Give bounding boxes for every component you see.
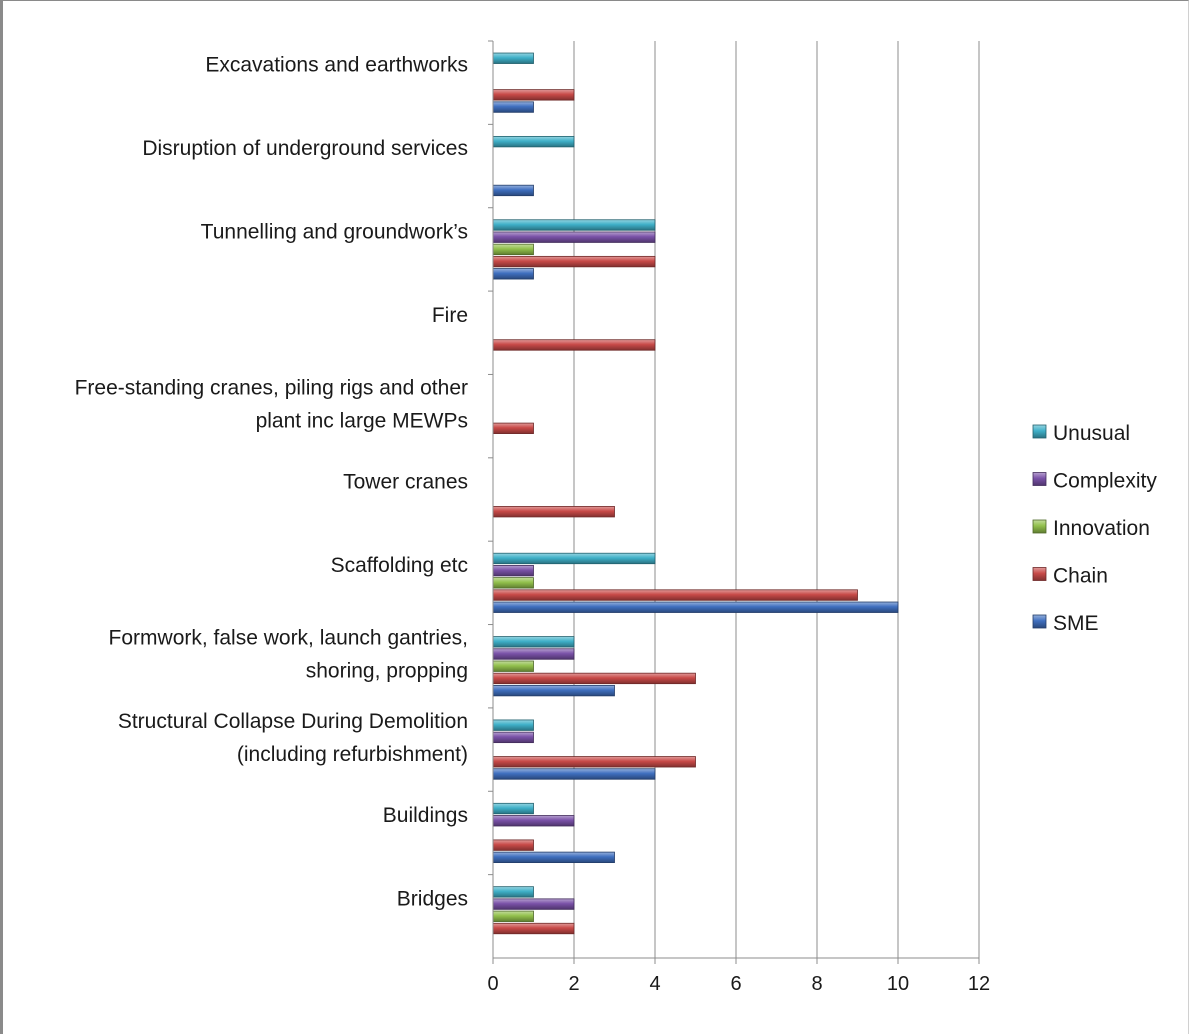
category-label-line: Fire: [432, 304, 468, 327]
category-label-line: Bridges: [397, 887, 468, 910]
bar-chart: Excavations and earthworks Disruption of …: [75, 40, 1157, 995]
legend-label-unusual: Unusual: [1053, 422, 1130, 445]
category-label-buildings: Buildings: [383, 804, 468, 827]
bar-complexity-tunnelling-and-groundwork-s: [492, 231, 656, 243]
bar-sme-disruption-of-underground-services: [492, 184, 534, 197]
category-label-line: plant inc large MEWPs: [256, 410, 468, 433]
category-label-line: (including refurbishment): [237, 743, 468, 766]
legend-swatch-chain: [1032, 567, 1047, 581]
x-tick-label-10: 10: [887, 973, 909, 995]
category-label-line: shoring, propping: [306, 660, 468, 683]
category-label-line: Buildings: [383, 804, 468, 827]
category-label-fire: Fire: [432, 304, 468, 327]
bar-innovation-formwork-false-work-launch-gantries-shoring-propping: [492, 660, 534, 672]
legend-swatch-sme: [1032, 614, 1047, 629]
axes: [488, 40, 980, 964]
bar-unusual-buildings: [492, 802, 534, 815]
bar-complexity-formwork-false-work-launch-gantries-shoring-propping: [492, 648, 575, 660]
bar-chain-tower-cranes: [492, 506, 615, 518]
bar-chain-fire: [492, 339, 656, 351]
bar-chain-bridges: [492, 922, 575, 935]
x-tick-label-12: 12: [968, 973, 990, 995]
category-label-formwork-false-work-launch-gantries-shoring-propping: Formwork, false work, launch gantries, sh…: [109, 627, 468, 683]
x-tick-labels: 0 2 4 6 8 10 12: [487, 973, 990, 995]
category-label-tower-cranes: Tower cranes: [343, 471, 468, 494]
legend-label-sme: SME: [1053, 612, 1099, 635]
legend-swatch-innovation: [1032, 519, 1047, 534]
legend-swatch-unusual: [1032, 424, 1047, 439]
bar-chain-scaffolding-etc: [492, 589, 858, 601]
bar-unusual-tunnelling-and-groundwork-s: [492, 219, 656, 231]
legend-swatch-complexity: [1032, 472, 1047, 486]
category-label-line: Excavations and earthworks: [205, 54, 468, 77]
legend: Unusual Complexity Innovation Chain SME: [1032, 422, 1157, 635]
x-tick-label-2: 2: [568, 973, 579, 995]
bar-sme-tunnelling-and-groundwork-s: [492, 268, 534, 280]
category-label-line: Scaffolding etc: [331, 554, 468, 577]
bar-unusual-excavations-and-earthworks: [492, 52, 534, 64]
category-label-line: Tunnelling and groundwork’s: [201, 220, 468, 243]
bar-innovation-scaffolding-etc: [492, 577, 534, 589]
category-label-disruption-of-underground-services: Disruption of underground services: [142, 137, 468, 160]
bar-chain-buildings: [492, 839, 534, 851]
x-tick-label-4: 4: [649, 973, 660, 995]
bar-sme-excavations-and-earthworks: [492, 101, 534, 113]
category-label-line: Tower cranes: [343, 471, 468, 494]
category-label-line: Structural Collapse During Demolition: [118, 710, 468, 733]
gridlines: [573, 41, 980, 958]
bar-unusual-scaffolding-etc: [492, 552, 656, 565]
bar-sme-structural-collapse-during-demolition-including-refurbishment: [492, 768, 656, 780]
category-label-line: Disruption of underground services: [142, 137, 468, 160]
category-label-scaffolding-etc: Scaffolding etc: [331, 554, 468, 577]
bar-innovation-tunnelling-and-groundwork-s: [492, 243, 534, 256]
bar-complexity-structural-collapse-during-demolition-including-refurbishment: [492, 731, 534, 744]
category-label-bridges: Bridges: [397, 887, 468, 910]
bar-sme-buildings: [492, 851, 615, 864]
bar-chain-free-standing-cranes-piling-rigs-and-other-plant-inc-large-mewps: [492, 422, 534, 434]
legend-label-complexity: Complexity: [1053, 470, 1157, 493]
legend-label-innovation: Innovation: [1053, 517, 1150, 540]
bar-chain-excavations-and-earthworks: [492, 89, 575, 101]
bar-complexity-scaffolding-etc: [492, 565, 534, 577]
bar-sme-formwork-false-work-launch-gantries-shoring-propping: [492, 684, 615, 697]
category-label-tunnelling-and-groundwork-s: Tunnelling and groundwork’s: [201, 220, 468, 243]
bar-complexity-bridges: [492, 898, 575, 910]
category-label-structural-collapse-during-demolition-including-refurbishment: Structural Collapse During Demolition (in…: [118, 710, 468, 766]
bar-chain-structural-collapse-during-demolition-including-refurbishment: [492, 756, 696, 768]
x-tick-label-0: 0: [487, 973, 498, 995]
bar-unusual-disruption-of-underground-services: [492, 135, 575, 148]
category-label-line: Formwork, false work, launch gantries,: [109, 627, 468, 650]
x-tick-label-6: 6: [730, 973, 741, 995]
category-label-line: Free-standing cranes, piling rigs and ot…: [75, 377, 468, 400]
category-label-excavations-and-earthworks: Excavations and earthworks: [205, 54, 468, 77]
bar-chain-formwork-false-work-launch-gantries-shoring-propping: [492, 672, 696, 685]
bars: [492, 52, 899, 935]
bar-chain-tunnelling-and-groundwork-s: [492, 255, 656, 268]
bar-complexity-buildings: [492, 815, 575, 827]
x-tick-label-8: 8: [811, 973, 822, 995]
bar-unusual-structural-collapse-during-demolition-including-refurbishment: [492, 719, 534, 731]
category-labels: Excavations and earthworks Disruption of …: [75, 54, 468, 911]
category-label-free-standing-cranes-piling-rigs-and-other-plant-inc-large-mewps: Free-standing cranes, piling rigs and ot…: [75, 377, 468, 433]
bar-innovation-bridges: [492, 910, 534, 922]
bar-sme-scaffolding-etc: [492, 601, 899, 613]
bar-unusual-formwork-false-work-launch-gantries-shoring-propping: [492, 636, 575, 648]
legend-label-chain: Chain: [1053, 565, 1108, 588]
bar-unusual-bridges: [492, 886, 534, 898]
